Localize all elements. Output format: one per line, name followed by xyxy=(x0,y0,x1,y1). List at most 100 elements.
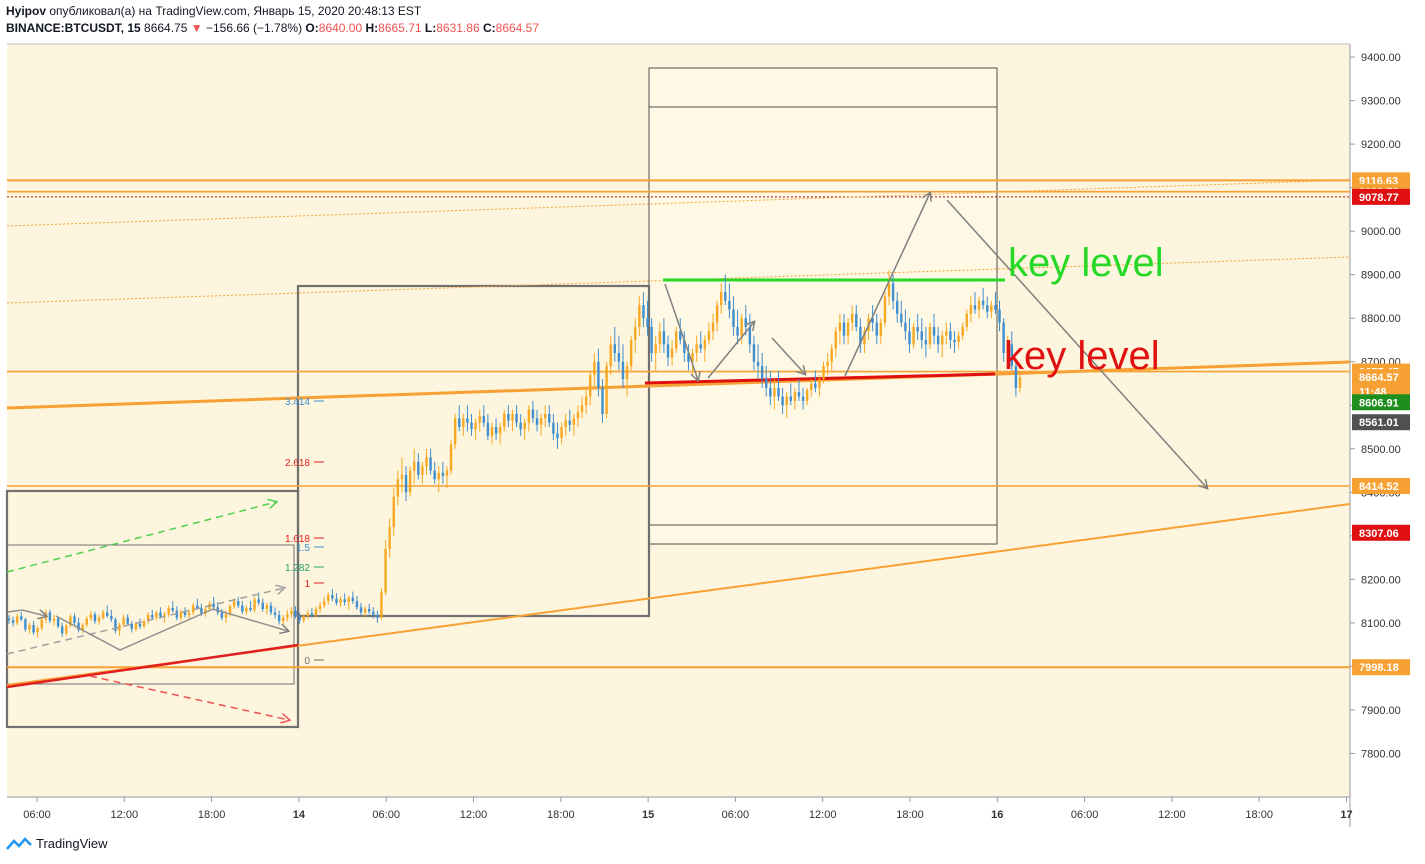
green-dashed-arrow xyxy=(6,502,276,573)
fib-label: 1.618 xyxy=(285,534,310,545)
candle-body xyxy=(146,615,150,622)
candle-body xyxy=(11,620,15,623)
candle xyxy=(969,296,973,323)
candle-body xyxy=(605,366,608,414)
candle-body xyxy=(167,608,170,615)
candle-body xyxy=(15,616,19,623)
candle-body xyxy=(380,592,383,618)
candle xyxy=(564,413,567,436)
candle xyxy=(56,616,60,629)
candle-body xyxy=(744,318,747,327)
candle xyxy=(781,387,784,414)
candle xyxy=(155,610,158,621)
candle-body xyxy=(601,387,604,414)
candle-body xyxy=(863,331,866,345)
candle xyxy=(363,606,367,618)
projection-arrow-4 xyxy=(844,193,930,377)
candle xyxy=(822,361,825,384)
candle-body xyxy=(896,300,899,314)
candle xyxy=(69,614,72,628)
candle xyxy=(421,461,424,484)
candle-body xyxy=(204,608,207,614)
candle-body xyxy=(822,366,825,380)
candle xyxy=(486,413,490,441)
price-tick-label: 8500.00 xyxy=(1361,444,1401,456)
candle xyxy=(805,387,809,406)
candle-body xyxy=(81,624,84,630)
candle-body xyxy=(290,610,293,615)
candle-body xyxy=(126,617,129,624)
candle xyxy=(846,318,850,345)
candle-body xyxy=(466,418,469,423)
projection-box xyxy=(648,67,998,545)
candle xyxy=(715,300,719,332)
candle xyxy=(335,593,338,606)
candle-body xyxy=(298,616,301,621)
candle xyxy=(531,400,535,423)
candle-body xyxy=(331,595,334,599)
candle xyxy=(953,331,956,354)
candle-body xyxy=(237,601,240,606)
candle-body xyxy=(924,339,928,345)
candle xyxy=(801,387,805,410)
time-tick-label: 12:00 xyxy=(460,809,488,821)
candle-body xyxy=(945,331,948,336)
candle xyxy=(769,370,772,406)
price-label-bg xyxy=(1352,369,1410,386)
candle-body xyxy=(986,305,989,312)
candle xyxy=(93,611,97,624)
price-tick-label: 9400.00 xyxy=(1361,52,1401,64)
candle-body xyxy=(969,305,973,314)
candle xyxy=(679,318,682,345)
key-level-annotation: key level xyxy=(1008,241,1164,285)
candle-body xyxy=(785,396,788,406)
candle xyxy=(118,622,121,636)
candle-body xyxy=(523,422,526,430)
candle xyxy=(887,270,891,306)
price-change: −156.66 (−1.78%) xyxy=(206,21,303,35)
candle xyxy=(15,613,19,626)
candle-body xyxy=(155,612,158,618)
candle-body xyxy=(883,296,887,323)
candle xyxy=(646,300,649,336)
candle-body xyxy=(556,433,559,438)
candle xyxy=(863,326,866,354)
candle-body xyxy=(1002,322,1005,354)
candle xyxy=(589,370,592,406)
candle-body xyxy=(228,606,232,615)
brand-name[interactable]: TradingView xyxy=(36,836,108,851)
candle xyxy=(507,405,510,428)
candle xyxy=(523,418,526,441)
candle xyxy=(891,274,895,310)
candle-body xyxy=(527,409,531,423)
price-label: 8414.52 xyxy=(1352,477,1410,494)
candle-body xyxy=(429,457,432,471)
candle-body xyxy=(142,621,146,627)
candle-body xyxy=(662,331,666,345)
footer: TradingView xyxy=(6,836,108,851)
candle xyxy=(621,344,625,388)
author[interactable]: Hyipov xyxy=(6,4,47,18)
candle-body xyxy=(879,322,883,336)
candle-body xyxy=(355,601,359,608)
candle-body xyxy=(912,326,915,345)
candle xyxy=(597,348,600,397)
candle-body xyxy=(220,612,224,618)
candle xyxy=(810,379,813,397)
candle xyxy=(404,466,408,502)
candle xyxy=(732,296,735,336)
candle-body xyxy=(306,613,309,616)
candle-body xyxy=(106,612,109,616)
candle-body xyxy=(834,331,838,349)
candle-body xyxy=(7,618,11,621)
candle xyxy=(237,596,240,609)
candle xyxy=(670,339,674,367)
projection-arrow-1 xyxy=(664,283,698,380)
price-tick-label: 9200.00 xyxy=(1361,139,1401,151)
candle xyxy=(830,344,833,371)
candle-body xyxy=(151,615,154,618)
candle-body xyxy=(433,470,436,480)
candle xyxy=(765,366,768,397)
candle xyxy=(126,614,129,626)
